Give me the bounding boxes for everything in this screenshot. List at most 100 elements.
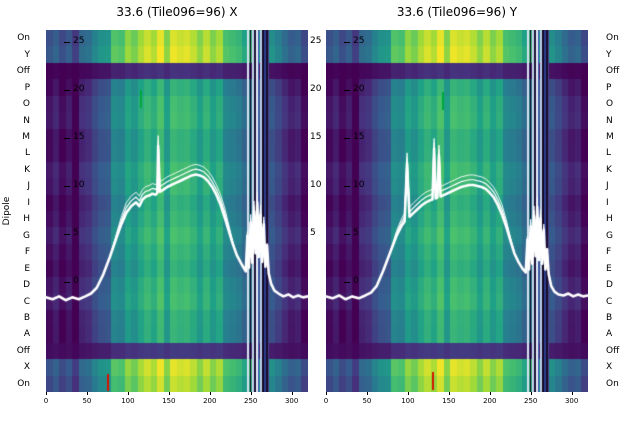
value-tick-mark [344,233,350,235]
dipole-label-left: M [22,131,30,142]
x-tick-mark [209,392,211,395]
value-tick-label: 15 [73,132,85,142]
dipole-label-left: Off [16,66,30,77]
x-tick-mark [250,392,252,395]
value-tick-mark [64,137,70,139]
value-tick-mark [64,185,70,187]
x-tick-mark [127,392,129,395]
dipole-label-left: X [23,362,30,373]
dipole-label-right: G [606,230,613,241]
plot-title-x: 33.6 (Tile096=96) X [116,5,238,19]
dipole-label-right: X [606,362,613,373]
x-tick-mark [46,392,47,395]
x-tick-mark [489,392,491,395]
value-tick-mark [344,281,350,283]
dipole-label-right: N [606,115,613,126]
value-tick-label: 10 [353,180,365,190]
dipole-label-right: L [606,148,612,159]
dipole-label-left: P [24,82,30,93]
dipole-label-left: K [24,164,30,175]
x-tick-mark [448,392,450,395]
x-tick-mark [168,392,170,395]
dipole-label-left: E [24,263,30,274]
x-tick-label: 250 [524,397,538,405]
x-tick-mark [291,392,293,395]
x-tick-label: 150 [162,397,176,405]
dipole-label-left: N [23,115,30,126]
value-tick-mark [344,41,350,43]
value-tick-label: 10 [73,180,85,190]
dipole-label-right: K [606,164,612,175]
value-tick-label: 20 [353,84,365,94]
dipole-label-right: Y [606,49,612,60]
x-tick-label: 100 [401,397,415,405]
x-tick-mark [530,392,532,395]
dipole-label-right: A [606,329,613,340]
x-tick-label: 200 [483,397,497,405]
value-tick-label: 25 [73,36,85,46]
dipole-label-left: G [23,230,30,241]
x-tick-label: 100 [121,397,135,405]
secondary-tick-label: 10 [310,180,322,190]
value-tick-label: 15 [353,132,365,142]
dipole-label-left: A [23,329,30,340]
value-tick-mark [344,185,350,187]
value-tick-label: 0 [353,276,359,286]
dipole-label-left: Y [24,49,31,60]
x-tick-mark [366,392,368,395]
dipole-label-right: J [606,181,609,192]
x-tick-mark [86,392,88,395]
x-tick-label: 0 [323,397,329,405]
value-tick-label: 20 [73,84,85,94]
x-tick-label: 200 [203,397,217,405]
x-tick-mark [326,392,327,395]
value-tick-mark [64,233,70,235]
value-tick-label: 5 [353,228,359,238]
value-tick-mark [64,281,70,283]
secondary-tick-label: 5 [310,228,316,238]
heatmap-canvas-y [326,30,588,392]
value-tick-label: 0 [73,276,79,286]
x-tick-label: 250 [244,397,258,405]
dipole-label-left: On [17,33,30,44]
x-tick-label: 300 [284,397,299,405]
dipole-label-right: On [606,33,619,44]
x-tick-mark [571,392,573,395]
dipole-label-left: D [23,280,30,291]
dipole-label-right: M [606,131,614,142]
value-tick-mark [344,89,350,91]
dipole-label-right: E [606,263,612,274]
x-tick-label: 50 [82,397,92,405]
x-tick-label: 50 [362,397,372,405]
plot-title-y: 33.6 (Tile096=96) Y [396,5,518,19]
x-tick-label: 0 [43,397,49,405]
dipole-label-left: B [23,312,30,323]
dipole-label-right: B [606,312,613,323]
dipole-label-right: F [606,247,612,258]
dipole-label-right: I [606,197,609,208]
x-tick-mark [407,392,409,395]
value-tick-label: 5 [73,228,79,238]
dipole-label-right: C [606,296,613,307]
dipole-label-left: C [23,296,30,307]
dipole-label-left: L [24,148,30,159]
secondary-tick-label: 20 [310,84,322,94]
dipole-label-right: O [606,99,614,110]
dipole-label-left: F [24,247,30,258]
dipole-label-right: P [606,82,612,93]
value-tick-mark [64,41,70,43]
dipole-label-left: J [27,181,30,192]
dipole-label-right: Off [606,66,620,77]
x-tick-label: 150 [442,397,456,405]
secondary-tick-label: 15 [310,132,322,142]
secondary-tick-label: 25 [310,36,322,46]
dipole-label-right: Off [606,345,620,356]
value-tick-label: 25 [353,36,365,46]
dipole-label-left: On [17,378,30,389]
dipole-label-right: D [606,280,613,291]
dipole-label-left: O [22,99,30,110]
dipole-label-left: Off [16,345,30,356]
value-tick-mark [64,89,70,91]
heatmap-canvas-x [46,30,308,392]
